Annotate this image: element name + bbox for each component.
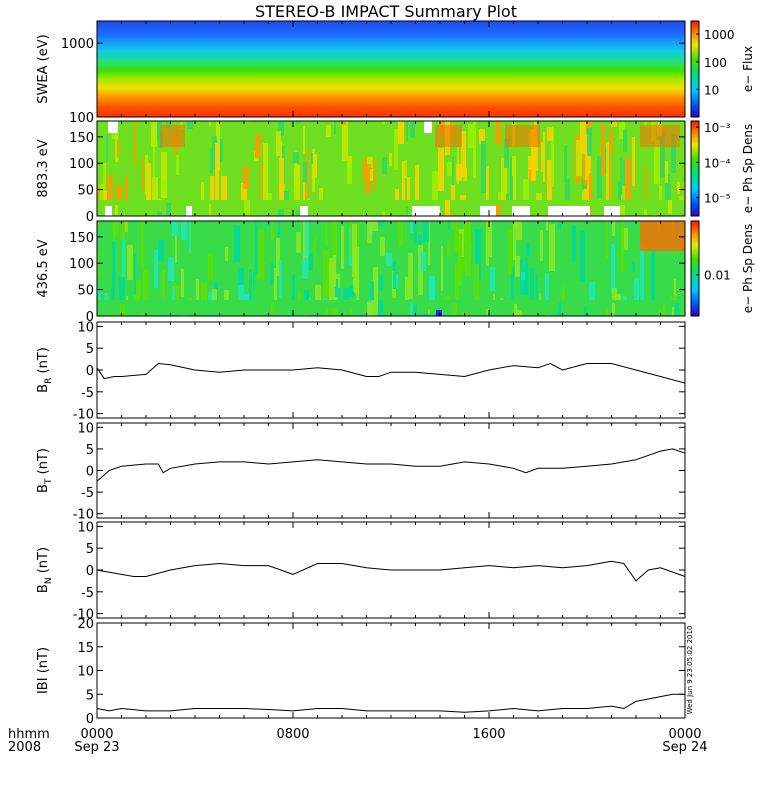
y-tick-label: 100 [69,157,94,172]
y-tick-label: 5 [86,542,94,557]
y-tick-label: 0 [86,564,94,579]
colorbar-tick-label: 10⁻⁵ [704,192,731,206]
y-axis-label-sub: T [44,478,54,485]
y-tick-label: -10 [73,608,94,623]
y-tick-label: 50 [77,184,94,199]
y-tick-label: 10 [77,665,94,680]
colorbar [690,220,700,317]
footer-hhmm-label: hhmm [8,727,50,742]
pitch-angle-spectrogram [97,221,685,316]
y-tick-label: 15 [77,641,94,656]
y-tick-label: 5 [86,443,94,458]
y-tick-label: 1000 [61,37,94,52]
colorbar-tick-label: 10⁻⁴ [704,156,731,170]
data-gap [548,206,590,216]
flux-enhancement [640,125,680,147]
y-axis-label-main: IBI [36,677,51,694]
colorbar-tick-label: 100 [704,56,727,70]
flux-enhancement [435,125,462,147]
y-axis-label-unit: (nT) [36,347,51,377]
y-axis-label: BN (nT) [36,547,54,593]
footer-time-label: 0800 [276,727,309,742]
plot-title: STEREO-B IMPACT Summary Plot [255,2,517,21]
colorbar-tick-label: 10⁻³ [704,121,731,135]
y-tick-label: 20 [77,617,94,632]
y-tick-label: 0 [86,364,94,379]
y-axis-label: SWEA (eV) [36,34,51,103]
y-tick-label: 5 [86,688,94,703]
data-gap [512,206,530,216]
footer-date-label: Sep 23 [74,740,119,755]
y-tick-label: -5 [81,486,94,501]
y-axis-label-main: B [36,584,51,593]
footer-year-label: 2008 [8,740,41,755]
y-tick-label: 10 [77,421,94,436]
panel-frame [96,622,686,719]
data-gap [424,121,432,133]
flux-enhancement [640,221,685,251]
colorbar [690,20,700,118]
y-tick-label: 0 [86,210,94,225]
colorbar-tick-label: 0.01 [704,269,731,283]
generation-timestamp: Wed Jun 9 23:05:02 2010 [686,626,694,715]
y-tick-label: 150 [69,131,94,146]
y-tick-label: 0 [86,310,94,325]
y-axis-label: BT (nT) [36,448,54,493]
data-gap [300,206,308,216]
y-axis-label: 883.3 eV [36,139,51,197]
y-tick-label: 150 [69,231,94,246]
colorbar-label: e− Ph Sp Dens [741,224,755,313]
y-axis-label-unit: (nT) [36,448,51,478]
y-tick-label: 0 [86,465,94,480]
y-axis-label: IBI (nT) [36,647,51,694]
panel-frame [96,321,686,419]
y-tick-label: -10 [73,408,94,423]
colorbar-label: e− Ph Sp Dens [741,124,755,213]
swea-spectrogram [97,21,685,117]
flux-enhancement [160,125,185,147]
y-axis-label-sub: R [44,378,54,384]
data-gap [604,206,620,216]
y-tick-label: -5 [81,386,94,401]
series-line [96,560,686,582]
y-axis-label-unit: (nT) [36,547,51,577]
y-tick-label: 50 [77,284,94,299]
data-gap [412,206,440,216]
y-tick-label: 0 [86,712,94,727]
y-tick-label: 10 [77,320,94,335]
y-axis-label: 436.5 eV [36,239,51,297]
y-axis-label-sub: N [44,577,54,584]
y-tick-label: -5 [81,586,94,601]
panel-frame [96,422,686,519]
colorbar [690,120,700,217]
flux-enhancement [505,125,540,147]
footer-time-label: 1600 [472,727,505,742]
footer-time-label: 0000 [80,727,113,742]
y-axis-label-main: B [36,484,51,493]
footer-date-label: Sep 24 [662,740,707,755]
y-axis-label-main: B [36,384,51,393]
y-tick-label: 100 [69,257,94,272]
footer-time-label: 0000 [668,727,701,742]
series-line [96,448,686,482]
y-axis-label: BR (nT) [36,347,54,393]
y-tick-label: 10 [77,520,94,535]
y-axis-label-unit: (nT) [36,647,51,677]
y-tick-label: -10 [73,508,94,523]
y-tick-label: 5 [86,342,94,357]
data-gap [480,206,496,216]
colorbar-label: e− Flux [741,46,755,92]
pitch-angle-spectrogram [97,121,685,216]
data-gap [105,206,112,216]
flux-dropout [436,310,442,316]
colorbar-tick-label: 1000 [704,28,735,42]
data-gap [186,206,192,216]
series-line [96,693,685,713]
colorbar-tick-label: 10 [704,83,719,97]
data-gap [108,121,118,133]
y-tick-label: 100 [69,111,94,126]
series-line [96,362,686,384]
